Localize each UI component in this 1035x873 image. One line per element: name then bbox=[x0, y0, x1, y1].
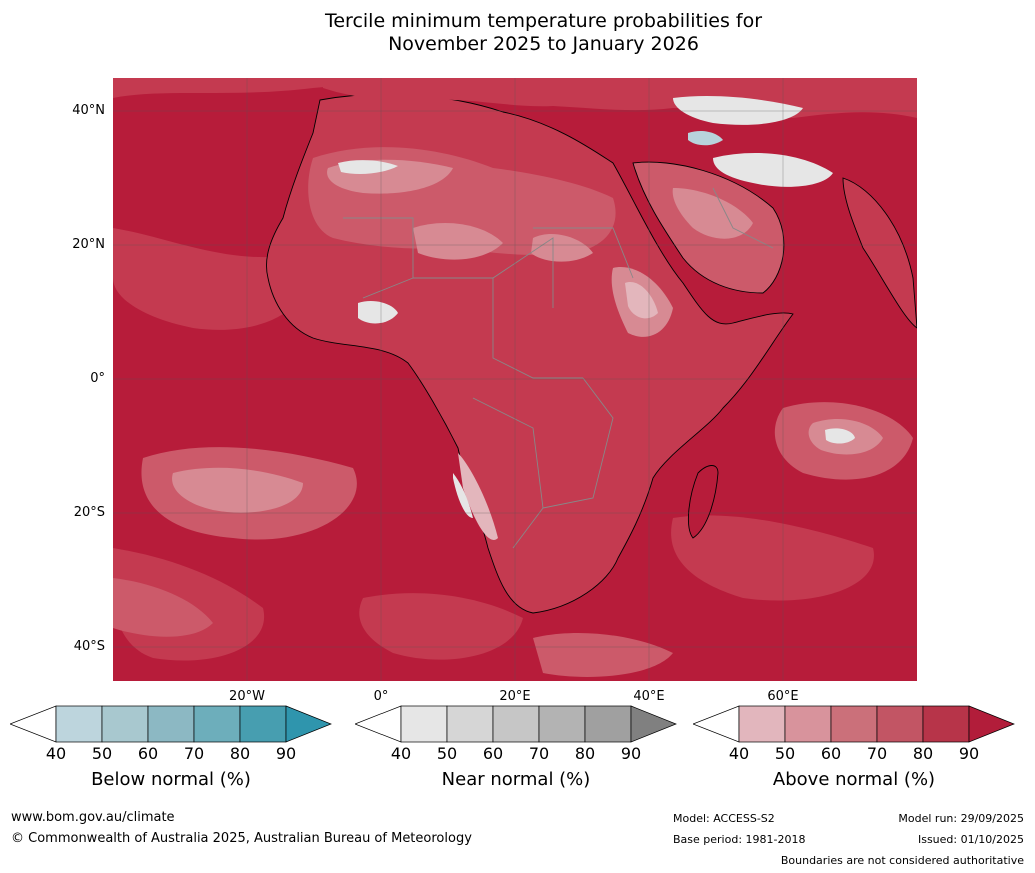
lon-label-40e: 40°E bbox=[633, 689, 665, 704]
lat-label-20s: 20°S bbox=[73, 505, 105, 520]
lat-label-40n: 40°N bbox=[72, 103, 105, 118]
near-tick-90: 90 bbox=[620, 744, 642, 763]
country-borders bbox=[343, 187, 774, 549]
title-line-1: Tercile minimum temperature probabilitie… bbox=[324, 10, 763, 32]
above-normal-label: Above normal (%) bbox=[772, 769, 936, 790]
lat-label-20n: 20°N bbox=[72, 237, 105, 252]
map-canvas bbox=[113, 78, 917, 681]
issued-date: Issued: 01/10/2025 bbox=[917, 833, 1024, 846]
below-tick-40: 40 bbox=[45, 744, 67, 763]
lat-label-0: 0° bbox=[90, 371, 105, 386]
above-tick-40: 40 bbox=[728, 744, 750, 763]
below-tick-60: 60 bbox=[137, 744, 159, 763]
colorbar-above bbox=[693, 705, 1015, 743]
model-name: Model: ACCESS-S2 bbox=[673, 812, 775, 825]
map-title: Tercile minimum temperature probabilitie… bbox=[0, 10, 1035, 56]
graticule bbox=[113, 78, 917, 681]
title-line-2: November 2025 to January 2026 bbox=[388, 33, 699, 55]
above-tick-70: 70 bbox=[866, 744, 888, 763]
below-tick-70: 70 bbox=[183, 744, 205, 763]
near-tick-50: 50 bbox=[436, 744, 458, 763]
below-normal-label: Below normal (%) bbox=[91, 769, 251, 790]
above-tick-80: 80 bbox=[912, 744, 934, 763]
base-period: Base period: 1981-2018 bbox=[673, 833, 806, 846]
near-tick-60: 60 bbox=[482, 744, 504, 763]
lon-label-20w: 20°W bbox=[229, 689, 265, 704]
copyright-text: © Commonwealth of Australia 2025, Austra… bbox=[11, 831, 472, 846]
colorbar-near bbox=[355, 705, 677, 743]
near-tick-40: 40 bbox=[390, 744, 412, 763]
below-tick-90: 90 bbox=[275, 744, 297, 763]
lat-label-40s: 40°S bbox=[73, 639, 105, 654]
above-tick-90: 90 bbox=[958, 744, 980, 763]
above-tick-60: 60 bbox=[820, 744, 842, 763]
lon-label-60e: 60°E bbox=[767, 689, 799, 704]
colorbar-below bbox=[10, 705, 332, 743]
near-tick-70: 70 bbox=[528, 744, 550, 763]
near-tick-80: 80 bbox=[574, 744, 596, 763]
website-link[interactable]: www.bom.gov.au/climate bbox=[11, 810, 175, 825]
below-tick-50: 50 bbox=[91, 744, 113, 763]
above-tick-50: 50 bbox=[774, 744, 796, 763]
model-run-date: Model run: 29/09/2025 bbox=[898, 812, 1024, 825]
boundaries-disclaimer: Boundaries are not considered authoritat… bbox=[780, 854, 1024, 867]
below-tick-80: 80 bbox=[229, 744, 251, 763]
lon-label-20e: 20°E bbox=[499, 689, 531, 704]
lon-label-0: 0° bbox=[373, 689, 389, 704]
near-normal-label: Near normal (%) bbox=[441, 769, 591, 790]
probability-map bbox=[113, 78, 917, 681]
